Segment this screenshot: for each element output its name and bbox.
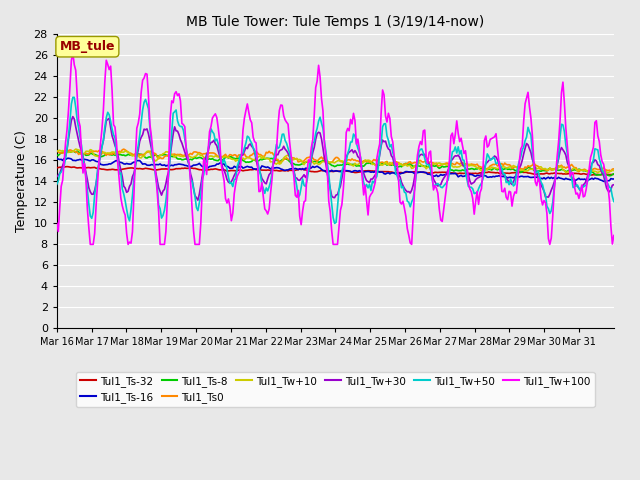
Text: MB_tule: MB_tule (60, 40, 115, 53)
Legend: Tul1_Ts-32, Tul1_Ts-16, Tul1_Ts-8, Tul1_Ts0, Tul1_Tw+10, Tul1_Tw+30, Tul1_Tw+50,: Tul1_Ts-32, Tul1_Ts-16, Tul1_Ts-8, Tul1_… (76, 372, 595, 407)
Title: MB Tule Tower: Tule Temps 1 (3/19/14-now): MB Tule Tower: Tule Temps 1 (3/19/14-now… (186, 15, 484, 29)
Y-axis label: Temperature (C): Temperature (C) (15, 131, 28, 232)
